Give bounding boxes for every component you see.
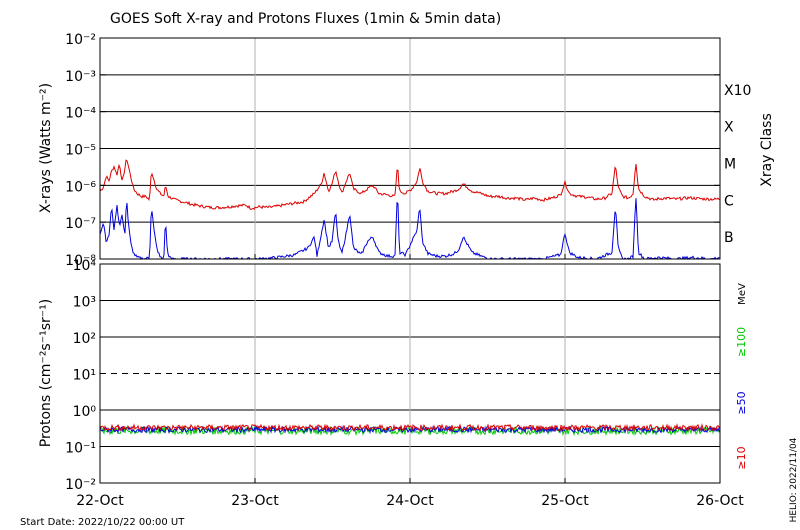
proton-series-group <box>99 423 721 437</box>
ytick-label: 10⁰ <box>73 404 97 420</box>
ytick-label: 10⁻² <box>65 477 96 493</box>
energy-label: ≥10 <box>735 446 748 469</box>
xray-series-line <box>99 159 720 210</box>
proton-series-line <box>99 423 721 432</box>
ytick-label: 10⁻⁴ <box>65 106 96 122</box>
xray-class-axis-label: Xray Class <box>759 113 775 187</box>
ytick-label: 10⁻³ <box>65 69 96 85</box>
ytick-label: 10⁻⁵ <box>65 143 96 159</box>
x-tick-label: 25-Oct <box>541 493 589 509</box>
x-tick-label: 23-Oct <box>231 493 279 509</box>
xray-ytick-labels: 10⁻⁸ 10⁻⁷ 10⁻⁶ 10⁻⁵ 10⁻⁴ 10⁻³ 10⁻² <box>65 32 720 269</box>
ytick-label: 10⁻⁸ <box>65 253 96 269</box>
proton-ytick-labels: 10⁻² 10⁻¹ 10⁰ 10¹ 10² 10³ 10⁴ <box>65 258 720 493</box>
ytick-label: 10³ <box>73 295 96 311</box>
x-tick-labels: 22-Oct 23-Oct 24-Oct 25-Oct 26-Oct <box>76 254 744 509</box>
energy-label: ≥50 <box>735 391 748 414</box>
ytick-label: 10⁻⁶ <box>65 179 96 195</box>
proton-ylabel: Protons (cm⁻²s⁻¹sr⁻¹) <box>38 299 54 448</box>
xray-class-c: C <box>724 193 734 209</box>
ytick-label: 10⁻² <box>65 32 96 48</box>
xray-class-m: M <box>724 157 736 173</box>
xray-ylabel: X-rays (Watts m⁻²) <box>38 83 54 213</box>
energy-unit-label: MeV <box>737 283 748 305</box>
xray-class-x10: X10 <box>724 83 751 99</box>
ytick-label: 10⁴ <box>73 258 97 274</box>
energy-label: ≥100 <box>735 327 748 357</box>
start-date-label: Start Date: 2022/10/22 00:00 UT <box>20 517 185 528</box>
day-separator-lines <box>254 38 566 483</box>
x-tick-label: 24-Oct <box>386 493 434 509</box>
x-tick-label: 26-Oct <box>696 493 744 509</box>
ytick-label: 10⁻¹ <box>65 441 96 457</box>
ytick-label: 10¹ <box>73 368 96 384</box>
proton-energy-labels: ≥100 ≥50 ≥10 <box>735 327 748 470</box>
ytick-label: 10² <box>73 331 96 347</box>
xray-class-labels: X10 X M C B <box>724 83 751 246</box>
xray-class-b: B <box>724 230 734 246</box>
ytick-label: 10⁻⁷ <box>65 216 96 232</box>
xray-class-x: X <box>724 120 734 136</box>
x-tick-label: 22-Oct <box>76 493 124 509</box>
chart-title: GOES Soft X-ray and Protons Fluxes (1min… <box>110 11 501 27</box>
credit-label: HELIO: 2022/11/04 <box>789 437 799 522</box>
